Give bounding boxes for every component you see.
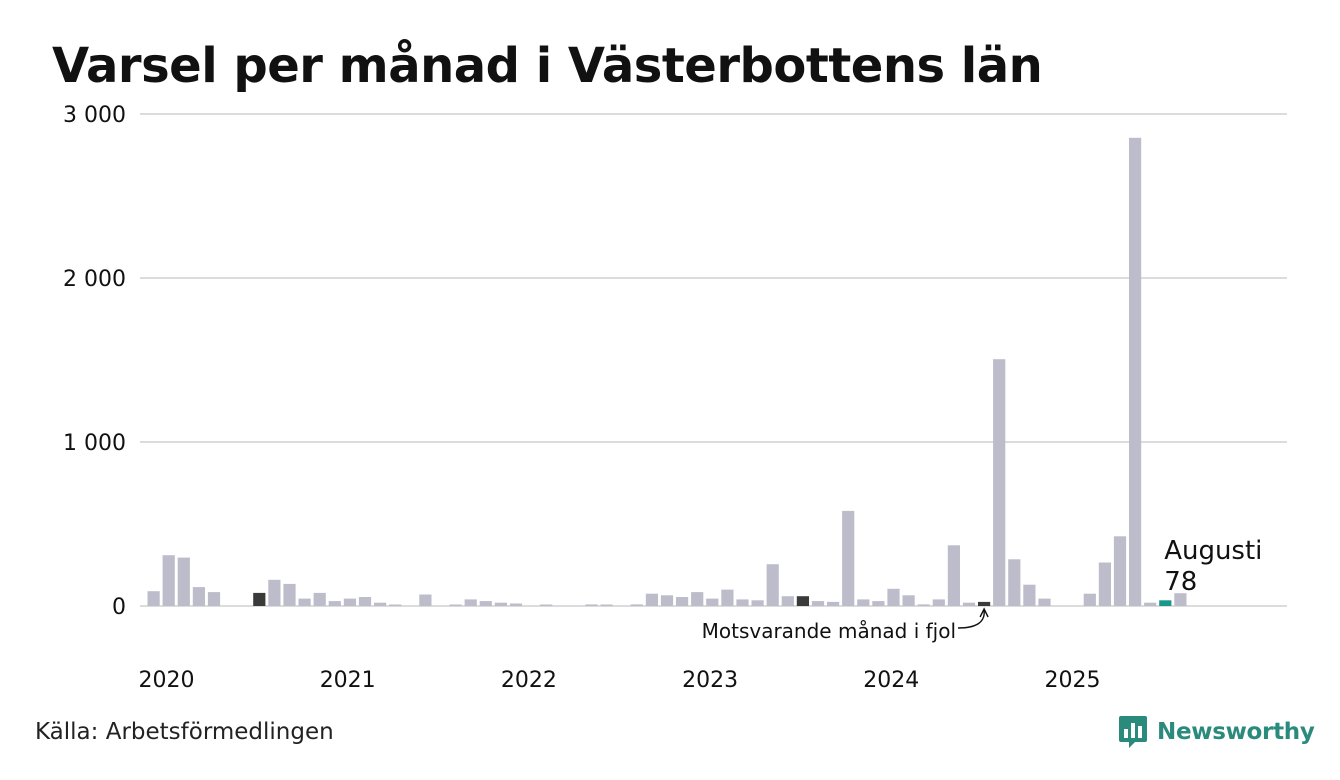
bar (1023, 584, 1036, 606)
bar (947, 545, 960, 606)
annotation-arrow (957, 609, 985, 629)
bar (1083, 593, 1096, 606)
bar-same-month (253, 592, 266, 606)
bar (706, 598, 719, 606)
bar (932, 599, 945, 606)
bar (207, 592, 221, 606)
x-tick-label: 2024 (863, 668, 919, 693)
bar (751, 600, 764, 606)
bar (1144, 602, 1157, 606)
bar (147, 591, 160, 606)
bar (509, 603, 523, 606)
bar (630, 604, 643, 606)
x-tick-label: 2023 (682, 668, 738, 693)
bar (827, 601, 840, 606)
annotation-arrowhead (979, 607, 989, 618)
x-axis-ticks: 2020 2021 2022 2023 2024 2025 (139, 668, 1101, 693)
bar (374, 602, 387, 606)
bar (721, 589, 734, 606)
chart-title: Varsel per månad i Västerbottens län (52, 38, 1043, 94)
bar (1038, 598, 1051, 606)
bar (1113, 536, 1127, 606)
bar (162, 555, 175, 606)
newsworthy-logo[interactable]: Newsworthy (1118, 714, 1315, 750)
logo-text: Newsworthy (1157, 719, 1315, 745)
bar (343, 598, 356, 606)
bar (389, 604, 402, 606)
bar (494, 602, 507, 606)
bar (691, 592, 704, 606)
bar (842, 510, 855, 606)
bar (419, 594, 432, 606)
bar (660, 595, 674, 606)
bars (147, 137, 1187, 607)
bar (857, 599, 870, 606)
bar (902, 595, 915, 606)
bar (479, 601, 492, 606)
bar (298, 598, 311, 606)
bar (328, 601, 341, 606)
x-tick-label: 2022 (501, 668, 557, 693)
bar (358, 597, 372, 606)
gridlines (140, 113, 1287, 607)
y-axis-ticks: 0 1 000 2 000 3 000 (63, 103, 126, 620)
bar (887, 588, 900, 606)
bar (192, 587, 205, 606)
bar (1008, 559, 1021, 606)
bar (676, 597, 689, 606)
bar (1129, 137, 1142, 607)
bar (781, 596, 794, 606)
current-month-value: 78 (1164, 567, 1197, 597)
annotation-same-month-last-year: Motsvarande månad i fjol (702, 619, 956, 643)
bar (268, 579, 281, 606)
bar-same-month (978, 601, 991, 606)
bar (449, 604, 462, 606)
bar (283, 583, 296, 606)
source-label: Källa: Arbetsförmedlingen (35, 719, 334, 745)
y-tick-label: 3 000 (63, 103, 126, 128)
bar (1174, 593, 1187, 606)
bar-same-month (796, 596, 809, 606)
y-tick-label: 2 000 (63, 267, 126, 292)
bar (540, 604, 553, 606)
bar (766, 564, 779, 606)
bar-current-month (1159, 600, 1172, 606)
bar (1098, 562, 1111, 606)
bar (962, 602, 976, 606)
bar (177, 557, 190, 606)
bar (993, 359, 1006, 606)
bar (585, 604, 598, 606)
bar (464, 599, 477, 606)
bar-chart-speech-bubble-icon (1119, 716, 1147, 748)
current-month-label: Augusti (1164, 536, 1262, 566)
bar (736, 599, 749, 606)
bar (600, 604, 613, 606)
bar (811, 601, 825, 606)
x-tick-label: 2021 (320, 668, 376, 693)
bar (645, 593, 658, 606)
bar (313, 592, 326, 606)
bar (917, 604, 930, 606)
x-tick-label: 2020 (139, 668, 195, 693)
y-tick-label: 1 000 (63, 431, 126, 456)
y-tick-label: 0 (112, 595, 126, 620)
bar (872, 601, 885, 606)
x-tick-label: 2025 (1045, 668, 1101, 693)
